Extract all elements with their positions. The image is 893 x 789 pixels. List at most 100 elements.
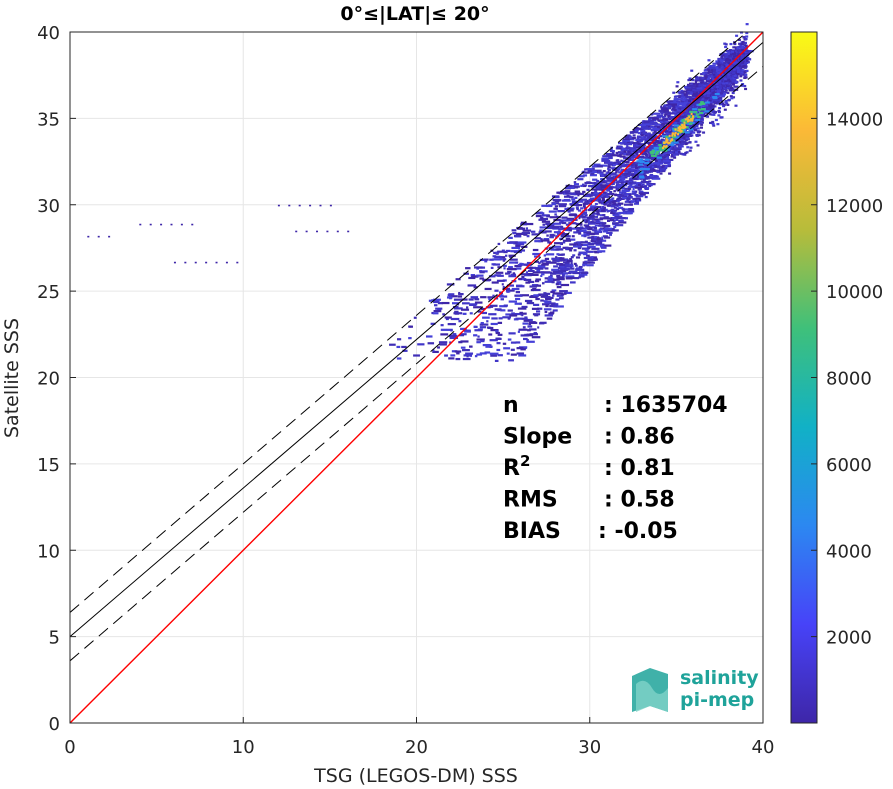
density-cell xyxy=(449,334,457,337)
density-cell xyxy=(505,249,511,253)
density-cell xyxy=(724,80,728,83)
density-cell xyxy=(556,253,560,256)
density-cell xyxy=(634,161,638,165)
density-cell xyxy=(722,82,726,85)
density-cell xyxy=(673,120,677,123)
density-cell xyxy=(537,265,546,268)
density-cell xyxy=(674,136,680,139)
density-cell xyxy=(689,92,693,95)
density-cell xyxy=(582,263,588,266)
density-cell xyxy=(502,285,505,289)
density-cell xyxy=(629,182,633,186)
density-cell xyxy=(685,106,689,109)
density-cell xyxy=(612,222,619,225)
density-cell xyxy=(654,162,658,165)
density-cell xyxy=(503,267,506,270)
density-cell xyxy=(621,194,625,197)
density-cell xyxy=(510,353,517,356)
density-cell xyxy=(553,305,558,308)
density-cell xyxy=(673,146,677,149)
chart-title: 0°≤|LAT|≤ 20° xyxy=(340,3,489,25)
density-cell xyxy=(734,104,738,107)
density-cell xyxy=(741,73,745,76)
density-cell xyxy=(706,107,710,110)
density-cell xyxy=(647,136,651,139)
density-cell xyxy=(694,89,702,92)
density-cell xyxy=(672,118,681,121)
density-cell xyxy=(637,163,643,166)
density-cell xyxy=(642,162,646,165)
density-cell xyxy=(656,127,662,130)
density-cell xyxy=(544,257,550,261)
density-cell xyxy=(730,86,734,90)
density-cell xyxy=(696,130,700,133)
density-cell xyxy=(541,303,550,306)
density-cell xyxy=(547,278,555,281)
density-cell xyxy=(672,91,676,94)
density-cell xyxy=(718,76,722,79)
density-cell xyxy=(87,235,90,238)
density-cell xyxy=(565,192,572,195)
density-cell xyxy=(492,258,501,261)
density-cell xyxy=(551,289,557,292)
density-cell xyxy=(745,49,749,52)
density-cell xyxy=(596,186,600,189)
density-cell xyxy=(691,103,695,106)
density-cell xyxy=(611,193,615,196)
density-cell xyxy=(636,157,640,160)
density-cell xyxy=(572,185,580,188)
density-cell xyxy=(486,320,489,323)
density-cell xyxy=(474,266,483,269)
density-cell xyxy=(505,289,515,292)
density-cell xyxy=(563,292,567,295)
density-cell xyxy=(706,67,711,70)
density-cell xyxy=(616,159,620,162)
density-cell xyxy=(572,254,576,257)
density-cell xyxy=(417,343,425,346)
density-cell xyxy=(622,196,626,200)
density-cell xyxy=(629,173,633,176)
density-cell xyxy=(561,274,565,277)
density-cell xyxy=(679,117,683,120)
density-cell xyxy=(667,143,671,146)
density-cell xyxy=(631,177,639,181)
density-cell xyxy=(677,91,685,94)
density-cell xyxy=(683,124,686,127)
density-cell xyxy=(562,239,568,242)
density-cell xyxy=(681,140,685,143)
density-cell xyxy=(655,146,663,149)
density-cell xyxy=(569,249,573,252)
density-cell xyxy=(714,86,718,89)
density-cell xyxy=(617,194,621,197)
density-cell xyxy=(702,108,706,111)
density-cell xyxy=(702,131,706,134)
density-cell xyxy=(675,85,679,88)
density-cell xyxy=(511,312,515,315)
density-cell xyxy=(680,100,687,103)
density-cell xyxy=(606,231,613,235)
density-cell xyxy=(434,304,438,307)
density-cell xyxy=(665,132,669,135)
density-cell xyxy=(396,345,401,349)
density-cell xyxy=(576,267,583,270)
density-cell xyxy=(681,153,685,156)
density-cell xyxy=(566,217,575,220)
stat-value: : 0.81 xyxy=(604,456,675,481)
density-cell xyxy=(740,71,744,75)
density-cell xyxy=(489,339,498,342)
density-cell xyxy=(570,256,574,259)
density-cell xyxy=(608,156,613,160)
density-cell xyxy=(448,316,452,319)
density-cell xyxy=(700,81,704,84)
density-cell xyxy=(661,122,666,126)
density-cell xyxy=(712,77,716,80)
density-cell xyxy=(609,198,613,201)
density-cell xyxy=(704,93,708,97)
density-cell xyxy=(680,113,684,116)
density-cell xyxy=(703,102,707,106)
density-cell xyxy=(654,152,659,155)
density-cell xyxy=(695,91,699,94)
density-cell xyxy=(590,172,595,175)
density-cell xyxy=(565,237,571,241)
density-cell xyxy=(687,120,690,123)
